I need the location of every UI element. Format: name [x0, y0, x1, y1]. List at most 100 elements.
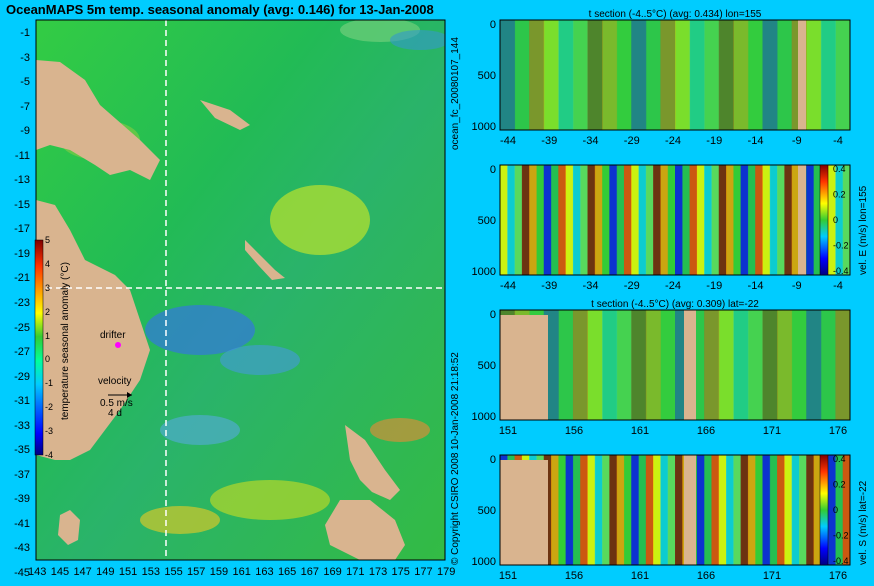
section-band: [828, 455, 836, 565]
lon-tick-label: 171: [346, 566, 365, 578]
lat-tick-label: -35: [14, 444, 30, 457]
section-band: [696, 165, 705, 275]
section-band: [645, 20, 661, 130]
lat-tick-label: -17: [14, 223, 30, 236]
section-x-tick: -39: [541, 135, 557, 147]
drifter-label: drifter: [100, 330, 126, 341]
section-x-tick: -19: [706, 135, 722, 147]
velocity-colorbar-tick: -0.2: [833, 531, 849, 541]
section-band: [660, 310, 676, 420]
section-band: [835, 310, 851, 420]
section-x-tick: -9: [792, 280, 802, 292]
lon-tick-label: 169: [323, 566, 342, 578]
section-band: [828, 165, 836, 275]
section-band: [711, 165, 720, 275]
section-band: [587, 455, 596, 565]
section-frame: [499, 19, 851, 131]
section-band: [740, 165, 749, 275]
section-x-tick: -14: [748, 135, 764, 147]
section-band: [638, 455, 647, 565]
section-band: [675, 165, 683, 275]
velocity-colorbar-tick: -0.4: [833, 556, 849, 566]
colorbar-tick-label: 3: [45, 282, 51, 293]
section-band: [806, 310, 822, 420]
section-band: [609, 455, 618, 565]
section-band: [835, 455, 844, 565]
section-band: [747, 165, 756, 275]
nz-north-land: [345, 425, 400, 500]
section-band: [565, 455, 574, 565]
section-band: [798, 455, 807, 565]
section-band: [623, 165, 632, 275]
section-band: [580, 165, 588, 275]
section-band: [762, 20, 778, 130]
lat-tick-label: -5: [20, 76, 30, 89]
section-band: [842, 165, 851, 275]
section-band: [762, 310, 778, 420]
section-band: [784, 455, 793, 565]
lat-tick-label: -43: [14, 542, 30, 555]
tasmania-land: [58, 510, 80, 545]
velocity-colorbar-tick: 0.2: [833, 480, 846, 490]
lat-tick-label: -13: [14, 174, 30, 187]
section-band: [835, 165, 844, 275]
section-band: [704, 310, 720, 420]
section-x-tick: -4: [833, 280, 843, 292]
lat-tick-label: -29: [14, 370, 30, 383]
section-band: [551, 165, 559, 275]
section-band: [631, 455, 640, 565]
page-title: OceanMAPS 5m temp. seasonal anomaly (avg…: [6, 2, 434, 17]
colorbar-tick-label: -3: [45, 426, 54, 437]
section-band: [820, 20, 836, 130]
section-band: [747, 20, 763, 130]
section-band: [572, 165, 581, 275]
section-band: [762, 165, 771, 275]
lat-tick-label: -37: [14, 468, 30, 481]
section-band: [704, 455, 712, 565]
lon-tick-label: 143: [28, 566, 47, 578]
section-x-tick: 151: [499, 570, 517, 582]
section-x-tick: -24: [665, 135, 681, 147]
section-band: [791, 310, 807, 420]
section-band: [587, 20, 603, 130]
colorbar-tick-label: -4: [45, 450, 54, 460]
section-band: [813, 165, 822, 275]
section-y-tick: 0: [490, 19, 496, 31]
nz-south-land: [325, 500, 405, 560]
section-band: [514, 20, 530, 130]
section-band: [791, 455, 800, 565]
section-band: [813, 455, 822, 565]
section-x-tick: 156: [565, 570, 583, 582]
section-band: [645, 310, 661, 420]
section-title: t section (-4..5°C) (avg: 0.434) lon=155: [589, 9, 762, 20]
lat-tick-label: -33: [14, 419, 30, 432]
section-x-tick: 176: [829, 425, 847, 437]
new-guinea-land: [36, 60, 160, 180]
section-band: [675, 455, 683, 565]
lon-tick-label: 151: [118, 566, 138, 578]
section-band: [587, 165, 596, 275]
map-lat-ticks: -1 -3 -5 -7 -9 -11 -13 -15 -17 -19 -21 -23 -25 -27 -29…: [0, 20, 32, 579]
section-x-tick: 166: [697, 570, 715, 582]
velocity-scale: 0.5 m/s: [100, 398, 133, 409]
section-band: [704, 165, 712, 275]
section-x-tick: 156: [565, 425, 583, 437]
section-band: [500, 20, 516, 130]
lon-tick-label: 165: [277, 566, 297, 578]
section-x-tick: -9: [792, 135, 802, 147]
lon-tick-label: 147: [73, 566, 92, 578]
section-band: [733, 455, 742, 565]
section-band: [514, 165, 523, 275]
section-band: [653, 455, 661, 565]
section-land: [798, 165, 806, 275]
section-band: [602, 165, 610, 275]
section-y-tick: 500: [478, 360, 496, 372]
lon-tick-label: 177: [414, 566, 433, 578]
section-band: [704, 20, 720, 130]
section-band: [740, 455, 749, 565]
section-band: [653, 165, 661, 275]
